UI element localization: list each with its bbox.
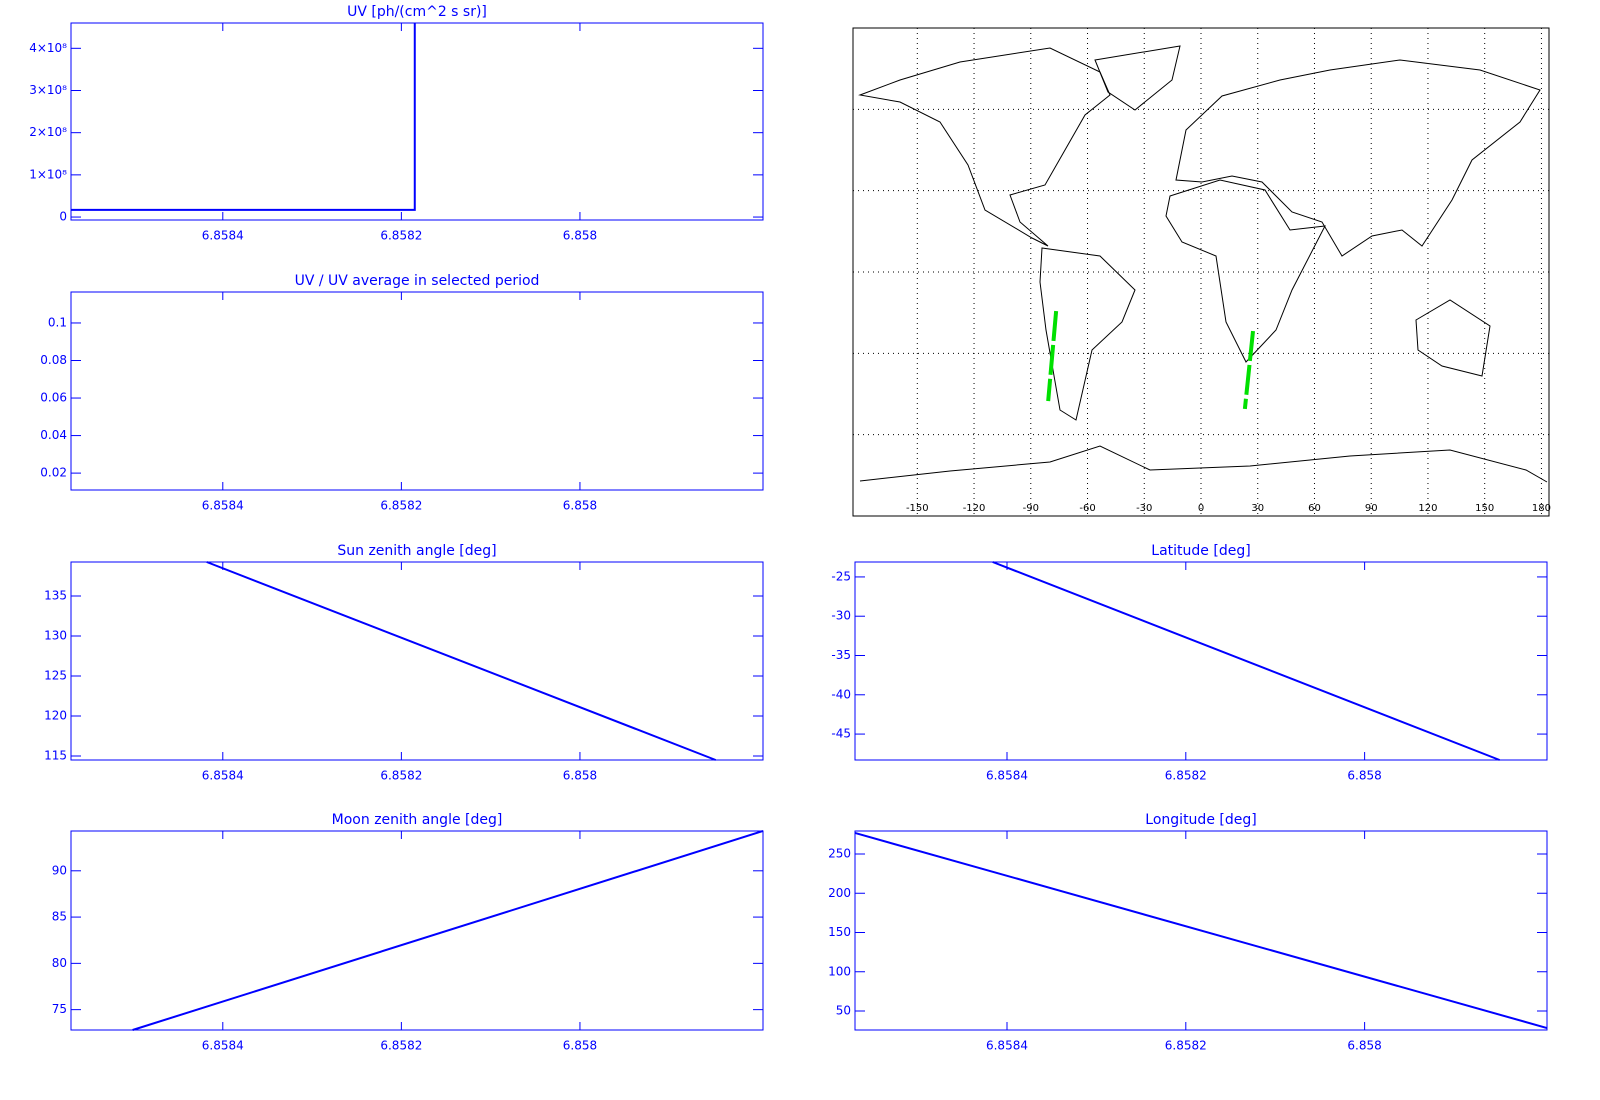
- y-tick-label: 0.02: [40, 466, 67, 480]
- x-tick-label: 6.8582: [1165, 769, 1207, 783]
- x-tick-label: 6.8582: [380, 769, 422, 783]
- australia: [1415, 299, 1491, 377]
- y-tick-label: -40: [831, 687, 851, 701]
- y-tick-label: 150: [828, 925, 851, 939]
- chart-title: UV / UV average in selected period: [295, 273, 540, 289]
- map-x-label: -150: [906, 503, 929, 514]
- x-tick-label: 6.8582: [380, 1039, 422, 1053]
- y-tick-label: 4×10⁸: [29, 41, 67, 55]
- x-tick-label: 6.8584: [202, 769, 244, 783]
- x-tick-label: 6.8584: [202, 499, 244, 513]
- x-tick-label: 6.858: [563, 1039, 597, 1053]
- x-tick-label: 6.8582: [380, 499, 422, 513]
- y-tick-label: 50: [836, 1004, 851, 1018]
- x-tick-label: 6.8584: [986, 1039, 1028, 1053]
- y-tick-label: -30: [831, 609, 851, 623]
- y-tick-label: -45: [831, 727, 851, 741]
- y-tick-label: 120: [44, 709, 67, 723]
- north-america: [858, 47, 1111, 247]
- data-line: [71, 23, 416, 211]
- map-x-label: 150: [1475, 503, 1494, 514]
- x-tick-label: 6.858: [563, 229, 597, 243]
- y-tick-label: 0.04: [40, 428, 67, 442]
- y-tick-label: 125: [44, 669, 67, 683]
- y-tick-label: 85: [52, 910, 67, 924]
- map-x-label: 120: [1418, 503, 1437, 514]
- y-tick-label: 80: [52, 956, 67, 970]
- eurasia: [1175, 59, 1541, 257]
- map-x-label: -120: [963, 503, 986, 514]
- data-line: [854, 832, 1548, 1030]
- y-tick-label: 135: [44, 589, 67, 603]
- y-tick-label: 0.1: [48, 315, 67, 329]
- map-x-label: 60: [1308, 503, 1321, 514]
- y-tick-label: 90: [52, 863, 67, 877]
- map-frame: [852, 27, 1550, 517]
- map-x-label: -30: [1136, 503, 1152, 514]
- y-tick-label: -25: [831, 569, 851, 583]
- x-tick-label: 6.8582: [1165, 1039, 1207, 1053]
- coastlines: [858, 45, 1548, 483]
- y-tick-label: 3×10⁸: [29, 83, 67, 97]
- y-tick-label: -35: [831, 648, 851, 662]
- plot-frame: [70, 22, 764, 221]
- x-tick-label: 6.8584: [986, 769, 1028, 783]
- greenland: [1094, 45, 1181, 111]
- plot-frame: [70, 830, 764, 1031]
- y-tick-label: 100: [828, 964, 851, 978]
- y-tick-label: 0.08: [40, 353, 67, 367]
- x-tick-label: 6.8584: [202, 229, 244, 243]
- y-tick-label: 200: [828, 886, 851, 900]
- y-tick-label: 0.06: [40, 391, 67, 405]
- track: [1242, 330, 1255, 410]
- data-line: [992, 561, 1500, 761]
- y-tick-label: 130: [44, 629, 67, 643]
- chart-title: Sun zenith angle [deg]: [337, 543, 496, 559]
- x-tick-label: 6.8584: [202, 1039, 244, 1053]
- south-america: [1039, 247, 1136, 421]
- plot-frame: [854, 830, 1548, 1031]
- track: [1046, 310, 1059, 402]
- map-x-label: 90: [1365, 503, 1378, 514]
- plot-frame: [70, 291, 764, 491]
- chart-title: Latitude [deg]: [1151, 543, 1250, 559]
- map-x-label: 180: [1532, 503, 1551, 514]
- y-tick-label: 250: [828, 847, 851, 861]
- map-x-label: 0: [1198, 503, 1204, 514]
- map-x-label: 30: [1251, 503, 1264, 514]
- y-tick-label: 2×10⁸: [29, 125, 67, 139]
- chart-title: Longitude [deg]: [1145, 812, 1256, 828]
- map-x-label: -90: [1023, 503, 1039, 514]
- y-tick-label: 75: [52, 1002, 67, 1016]
- antarctica: [859, 445, 1548, 483]
- x-tick-label: 6.858: [1347, 1039, 1381, 1053]
- map-x-label: -60: [1079, 503, 1095, 514]
- y-tick-label: 115: [44, 749, 67, 763]
- x-tick-label: 6.858: [563, 499, 597, 513]
- plot-frame: [70, 561, 764, 761]
- plot-frame: [854, 561, 1548, 761]
- africa: [1165, 179, 1326, 363]
- data-line: [206, 561, 717, 761]
- chart-title: UV [ph/(cm^2 s sr)]: [347, 4, 487, 20]
- y-tick-label: 0: [59, 210, 67, 224]
- chart-title: Moon zenith angle [deg]: [332, 812, 503, 828]
- data-line: [132, 830, 764, 1031]
- x-tick-label: 6.858: [563, 769, 597, 783]
- x-tick-label: 6.8582: [380, 229, 422, 243]
- y-tick-label: 1×10⁸: [29, 167, 67, 181]
- x-tick-label: 6.858: [1347, 769, 1381, 783]
